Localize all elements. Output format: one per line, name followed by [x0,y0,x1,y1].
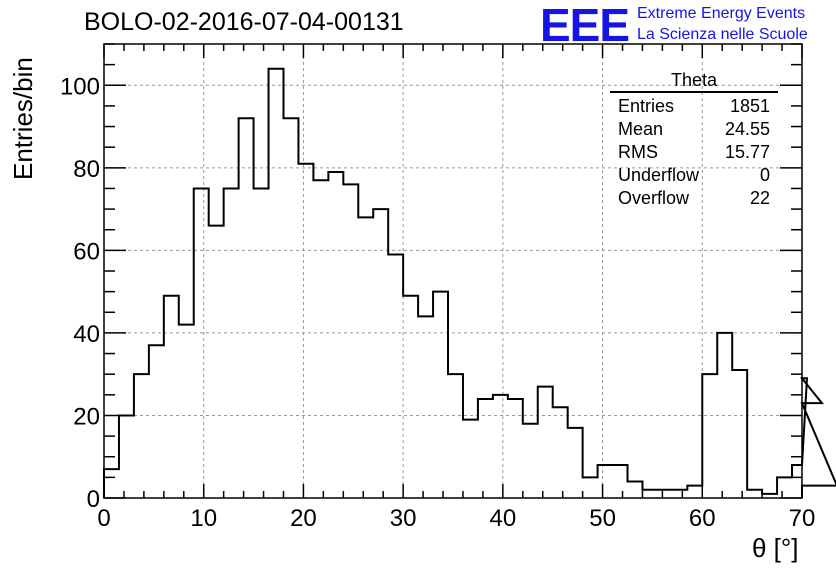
y-tick-label: 20 [73,403,100,430]
stats-label: Entries [618,96,675,116]
stats-box: Theta Entries 1851 Mean 24.55 RMS 15.77 … [610,70,778,210]
stats-row-entries: Entries 1851 [610,95,778,118]
logo-caption-line1: Extreme Energy Events [637,5,806,22]
x-tick-label: 20 [290,505,317,532]
stats-row-underflow: Underflow 0 [610,164,778,187]
logo-caption-line2: La Scienza nelle Scuole [637,26,808,43]
stats-row-rms: RMS 15.77 [610,141,778,164]
stats-title: Theta [610,70,778,93]
stats-value: 1851 [729,96,770,116]
y-tick-label: 100 [60,73,100,100]
stats-label: Mean [618,119,664,139]
tick-labels: 0 10 20 30 40 50 60 70 0 20 40 60 80 100 [60,73,815,532]
histogram-series [103,67,836,498]
stats-value: 0 [759,165,770,185]
y-axis-label: Entries/bin [8,57,38,180]
chart-title: BOLO-02-2016-07-04-00131 [84,8,404,36]
y-tick-label: 0 [87,486,100,513]
stats-row-mean: Mean 24.55 [610,118,778,141]
x-tick-label: 10 [190,505,217,532]
x-tick-label: 70 [789,505,816,532]
stats-label: Overflow [618,188,690,208]
x-tick-label: 30 [390,505,417,532]
stats-value: 22 [749,188,770,208]
stats-label: RMS [618,142,658,162]
x-tick-label: 60 [689,505,716,532]
plot-frame [103,43,803,499]
stats-row-overflow: Overflow 22 [610,187,778,210]
y-tick-label: 40 [73,321,100,348]
y-tick-label: 80 [73,156,100,183]
stats-value: 24.55 [724,119,770,139]
x-tick-label: 40 [490,505,517,532]
eee-logo: EEE [540,0,630,51]
x-axis-label: θ [°] [752,533,799,563]
x-tick-label: 50 [589,505,616,532]
x-tick-label: 0 [97,505,110,532]
stats-label: Underflow [618,165,700,185]
y-tick-label: 60 [73,238,100,265]
logo-caption: Extreme Energy Events La Scienza nelle S… [637,3,808,45]
stats-value: 15.77 [724,142,770,162]
